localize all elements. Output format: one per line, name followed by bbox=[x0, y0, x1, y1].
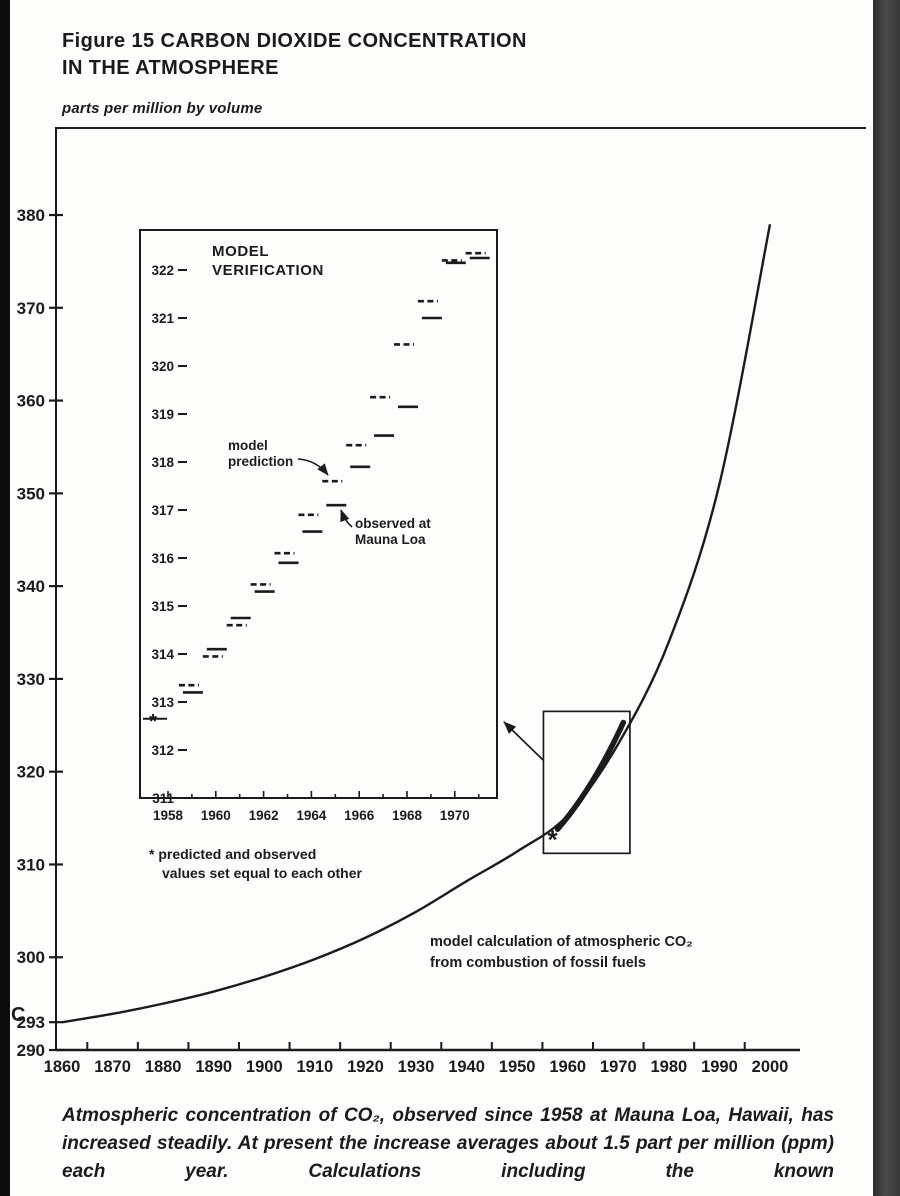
y-tick-label: 300 bbox=[17, 948, 45, 967]
y-tick-label: 380 bbox=[17, 206, 45, 225]
zoom-arrow bbox=[503, 721, 544, 761]
inset-title-line2: VERIFICATION bbox=[212, 262, 324, 279]
inset-y-tick-label: 316 bbox=[151, 551, 174, 566]
inset-x-tick-label: 1962 bbox=[249, 808, 279, 823]
figure-caption: Atmospheric concentration of CO₂, observ… bbox=[62, 1105, 834, 1182]
observed-pointer-arrow bbox=[340, 509, 353, 528]
inset-x-tick-label: 1968 bbox=[392, 808, 423, 823]
star-marker-main: * bbox=[547, 825, 558, 855]
scan-border-right bbox=[873, 0, 900, 1196]
x-tick-label: 1950 bbox=[499, 1058, 536, 1076]
inset-y-tick-label: 317 bbox=[151, 503, 174, 518]
main-chart-frame bbox=[55, 127, 866, 1050]
inset-frame bbox=[139, 229, 498, 799]
model-calculation-annotation: model calculation of atmospheric CO₂ fro… bbox=[430, 934, 693, 971]
inset-y-tick-label: 312 bbox=[151, 743, 174, 758]
inset-y-tick-label: 322 bbox=[151, 263, 174, 278]
inset-y-tick-label: 315 bbox=[151, 599, 174, 614]
x-tick-label: 2000 bbox=[752, 1058, 789, 1076]
inset-x-tick-label: 1966 bbox=[344, 808, 375, 823]
figure-title: Figure 15 CARBON DIOXIDE CONCENTRATION I… bbox=[62, 28, 527, 82]
inset-y-tick-label: 318 bbox=[151, 455, 174, 470]
inset-x-tick-label: 1970 bbox=[440, 808, 470, 823]
inset-y-tick-label: 311 bbox=[152, 791, 174, 806]
y-tick-label: 370 bbox=[17, 299, 45, 318]
inset-x-tick-label: 1960 bbox=[201, 808, 231, 823]
inset-y-tick-label: 321 bbox=[151, 311, 174, 326]
x-tick-label: 1890 bbox=[195, 1058, 232, 1076]
inset-chart-title: MODEL VERIFICATION bbox=[212, 242, 324, 280]
observed-segment bbox=[554, 719, 627, 832]
model-curve bbox=[61, 224, 772, 1024]
x-tick-label: 1900 bbox=[246, 1058, 283, 1076]
star-marker-inset: * bbox=[149, 711, 157, 733]
y-tick-label: 320 bbox=[17, 763, 45, 782]
x-tick-label: 1980 bbox=[650, 1058, 687, 1076]
x-tick-label: 1880 bbox=[145, 1058, 182, 1076]
scan-border-left bbox=[0, 0, 10, 1196]
x-tick-label: 1860 bbox=[44, 1058, 81, 1076]
stray-mark: C bbox=[11, 1004, 26, 1026]
x-tick-label: 1940 bbox=[448, 1058, 485, 1076]
y-tick-label: 340 bbox=[17, 577, 45, 596]
y-tick-label: 330 bbox=[17, 670, 45, 689]
figure-title-line1: Figure 15 CARBON DIOXIDE CONCENTRATION bbox=[62, 30, 527, 52]
inset-title-line1: MODEL bbox=[212, 243, 270, 260]
y-axis-unit-label: parts per million by volume bbox=[62, 100, 263, 117]
model-pointer-arrow bbox=[297, 458, 329, 476]
inset-y-tick-label: 314 bbox=[151, 647, 174, 662]
observed-mauna-loa-label: observed at Mauna Loa bbox=[355, 516, 431, 547]
inset-x-tick-label: 1964 bbox=[296, 808, 327, 823]
model-prediction-label: model prediction bbox=[228, 438, 294, 469]
x-tick-label: 1870 bbox=[94, 1058, 131, 1076]
x-tick-label: 1990 bbox=[701, 1058, 738, 1076]
x-tick-label: 1930 bbox=[398, 1058, 435, 1076]
x-tick-label: 1920 bbox=[347, 1058, 384, 1076]
inset-footnote: * predicted and observed values set equa… bbox=[149, 846, 362, 881]
figure-title-line2: IN THE ATMOSPHERE bbox=[62, 57, 279, 79]
inset-y-tick-label: 319 bbox=[151, 407, 174, 422]
inset-y-tick-label: 313 bbox=[151, 695, 174, 710]
y-tick-label: 350 bbox=[17, 484, 45, 503]
y-tick-label: 310 bbox=[17, 855, 45, 874]
y-tick-label: 290 bbox=[17, 1041, 45, 1060]
y-tick-label: 360 bbox=[17, 392, 45, 411]
y-tick-label: 293 bbox=[17, 1013, 45, 1032]
x-tick-label: 1910 bbox=[296, 1058, 333, 1076]
inset-y-tick-label: 320 bbox=[151, 359, 174, 374]
x-tick-label: 1970 bbox=[600, 1058, 637, 1076]
zoom-rectangle bbox=[542, 710, 631, 855]
inset-x-tick-label: 1958 bbox=[153, 808, 184, 823]
x-tick-label: 1960 bbox=[549, 1058, 586, 1076]
